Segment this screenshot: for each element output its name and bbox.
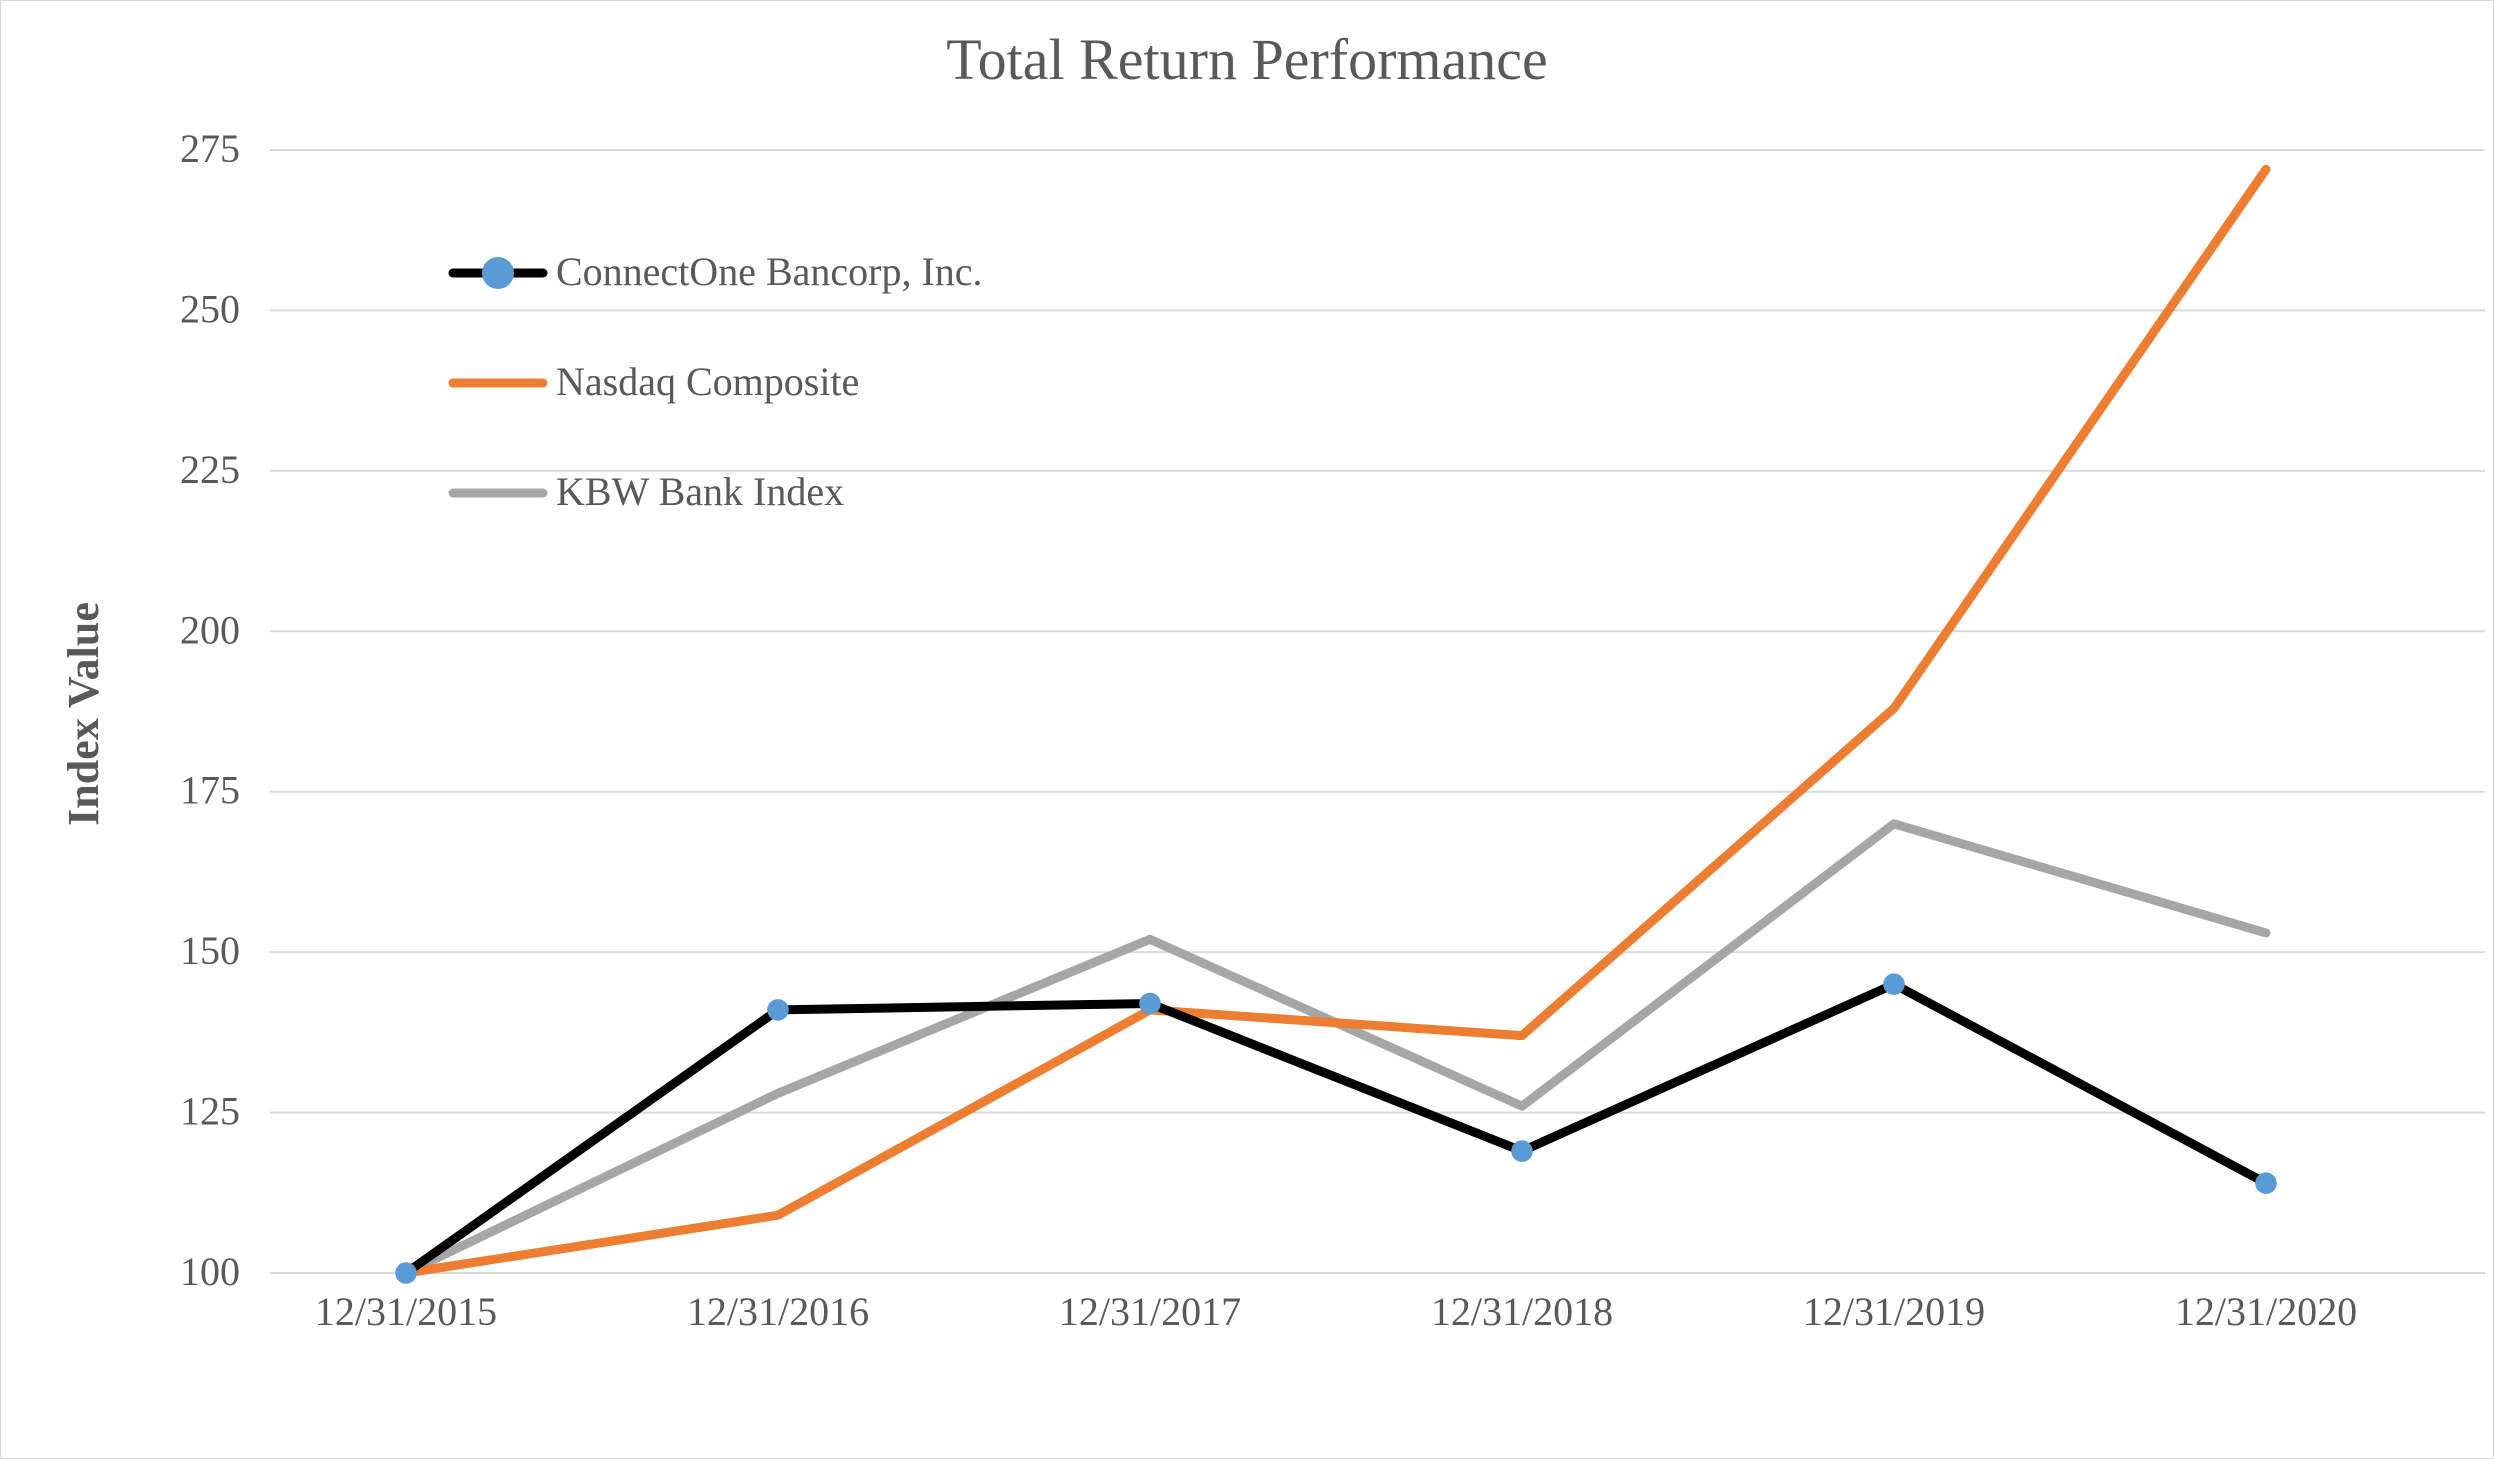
svg-text:12/31/2016: 12/31/2016 [687,1289,869,1334]
svg-text:125: 125 [180,1089,240,1134]
svg-text:275: 275 [180,126,240,171]
svg-text:12/31/2015: 12/31/2015 [315,1289,497,1334]
svg-text:12/31/2017: 12/31/2017 [1059,1289,1241,1334]
svg-text:150: 150 [180,928,240,973]
svg-text:225: 225 [180,447,240,492]
svg-text:KBW Bank Index: KBW Bank Index [556,469,844,514]
svg-text:250: 250 [180,286,240,331]
svg-text:175: 175 [180,768,240,813]
svg-text:200: 200 [180,607,240,652]
svg-text:12/31/2018: 12/31/2018 [1431,1289,1613,1334]
svg-text:Nasdaq Composite: Nasdaq Composite [556,359,859,404]
svg-text:12/31/2019: 12/31/2019 [1803,1289,1985,1334]
svg-text:ConnectOne Bancorp, Inc.: ConnectOne Bancorp, Inc. [556,249,983,294]
svg-text:Index Value: Index Value [59,602,108,826]
svg-text:12/31/2020: 12/31/2020 [2175,1289,2357,1334]
svg-text:100: 100 [180,1249,240,1294]
